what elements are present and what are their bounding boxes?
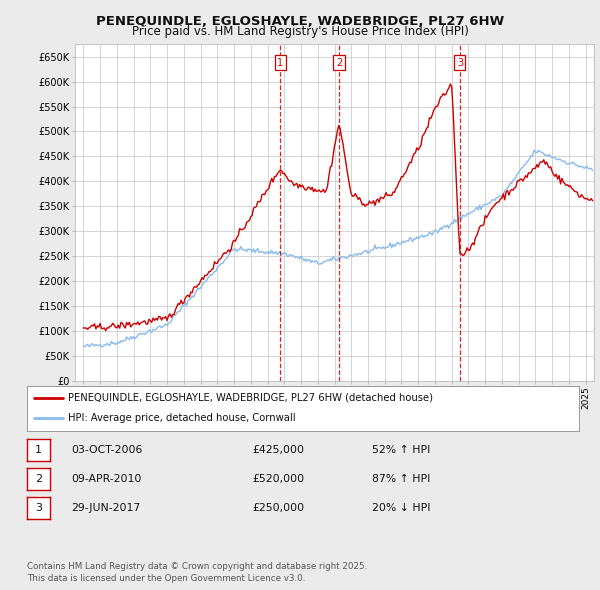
Text: 3: 3 xyxy=(35,503,42,513)
Text: £425,000: £425,000 xyxy=(252,445,304,455)
Text: 20% ↓ HPI: 20% ↓ HPI xyxy=(372,503,431,513)
Text: PENEQUINDLE, EGLOSHAYLE, WADEBRIDGE, PL27 6HW: PENEQUINDLE, EGLOSHAYLE, WADEBRIDGE, PL2… xyxy=(96,15,504,28)
Text: Price paid vs. HM Land Registry's House Price Index (HPI): Price paid vs. HM Land Registry's House … xyxy=(131,25,469,38)
Text: HPI: Average price, detached house, Cornwall: HPI: Average price, detached house, Corn… xyxy=(68,413,296,423)
Text: PENEQUINDLE, EGLOSHAYLE, WADEBRIDGE, PL27 6HW (detached house): PENEQUINDLE, EGLOSHAYLE, WADEBRIDGE, PL2… xyxy=(68,392,433,402)
Text: £250,000: £250,000 xyxy=(252,503,304,513)
Text: 2: 2 xyxy=(35,474,42,484)
Text: 1: 1 xyxy=(277,58,283,68)
Text: 3: 3 xyxy=(457,58,463,68)
Text: 52% ↑ HPI: 52% ↑ HPI xyxy=(372,445,430,455)
Text: 87% ↑ HPI: 87% ↑ HPI xyxy=(372,474,430,484)
Text: 29-JUN-2017: 29-JUN-2017 xyxy=(71,503,140,513)
Text: Contains HM Land Registry data © Crown copyright and database right 2025.
This d: Contains HM Land Registry data © Crown c… xyxy=(27,562,367,583)
Text: 1: 1 xyxy=(35,445,42,455)
Text: 09-APR-2010: 09-APR-2010 xyxy=(71,474,141,484)
Text: 03-OCT-2006: 03-OCT-2006 xyxy=(71,445,142,455)
Text: 2: 2 xyxy=(336,58,342,68)
Text: £520,000: £520,000 xyxy=(252,474,304,484)
